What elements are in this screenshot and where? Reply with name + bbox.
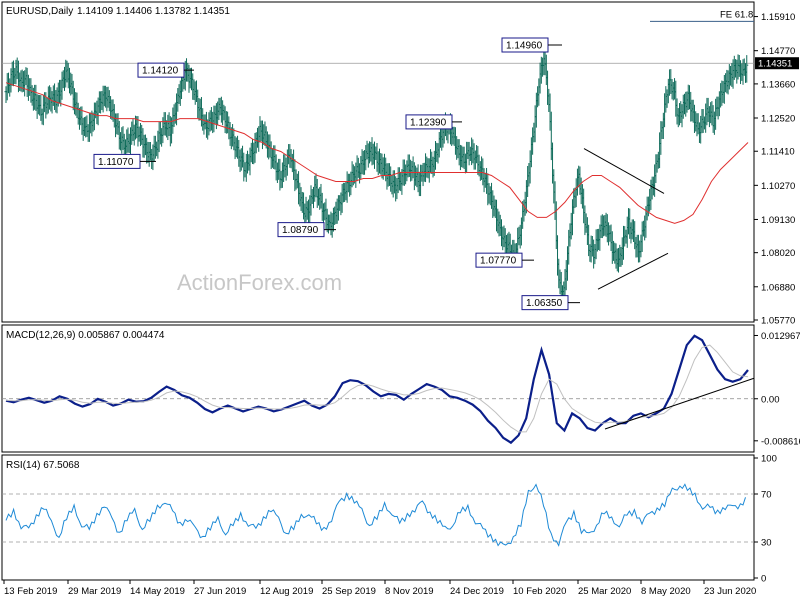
- chart-header-symbol: EURUSD,Daily: [6, 6, 73, 17]
- trendline-lower: [597, 252, 669, 290]
- macd-tick-label: -0.008616: [761, 436, 800, 447]
- svg-text:1.06350: 1.06350: [526, 298, 563, 309]
- x-tick-label: 12 Aug 2019: [260, 586, 313, 597]
- rsi-tick-label: 70: [761, 490, 772, 501]
- macd-title: MACD(12,26,9) 0.005867 0.004474: [6, 330, 165, 341]
- level-annotation: 1.06350: [521, 295, 580, 311]
- macd-panel-frame: [1, 324, 755, 453]
- svg-text:1.14120: 1.14120: [142, 66, 179, 77]
- x-tick-label: 23 Jun 2020: [704, 586, 756, 597]
- level-annotation: 1.14120: [137, 62, 194, 78]
- price-tick-label: 1.09130: [761, 215, 795, 226]
- x-tick-label: 8 Nov 2019: [385, 586, 434, 597]
- x-tick-label: 25 Sep 2019: [322, 586, 376, 597]
- price-bar: [745, 55, 749, 83]
- price-tick-label: 1.14770: [761, 46, 795, 57]
- fe-label: FE 61.8: [720, 9, 753, 20]
- x-tick-label: 13 Feb 2019: [4, 586, 57, 597]
- last-price-badge: [755, 57, 799, 70]
- macd-tick-label: 0.012967: [761, 331, 800, 342]
- macd-tick-label: 0.00: [761, 394, 780, 405]
- price-tick-label: 1.15910: [761, 12, 795, 23]
- macd-signal-line: [5, 344, 749, 433]
- price-tick-label: 1.05770: [761, 316, 795, 327]
- level-annotation: 1.11070: [93, 153, 156, 169]
- rsi-line: [5, 483, 746, 547]
- price-tick-label: 1.12520: [761, 114, 795, 125]
- level-annotation: 1.08790: [277, 222, 336, 238]
- rsi-tick-label: 100: [761, 454, 777, 465]
- x-tick-label: 29 Mar 2019: [68, 586, 121, 597]
- x-tick-label: 8 May 2020: [641, 586, 691, 597]
- macd-line: [5, 334, 749, 445]
- x-tick-label: 24 Dec 2019: [450, 586, 504, 597]
- x-tick-label: 10 Feb 2020: [513, 586, 566, 597]
- level-annotation: 1.12390: [405, 114, 462, 130]
- price-tick-label: 1.13660: [761, 79, 795, 90]
- price-tick-label: 1.08020: [761, 248, 795, 259]
- sma-line: [5, 82, 749, 224]
- level-annotation: 1.14960: [501, 37, 562, 53]
- x-tick-label: 27 Jun 2019: [194, 586, 246, 597]
- level-annotation: 1.07770: [475, 252, 534, 268]
- svg-text:1.07770: 1.07770: [480, 256, 517, 267]
- price-tick-label: 1.06880: [761, 282, 795, 293]
- svg-text:1.11070: 1.11070: [98, 157, 134, 168]
- watermark: ActionForex.com: [177, 270, 342, 295]
- x-tick-label: 14 May 2019: [130, 586, 185, 597]
- svg-text:1.08790: 1.08790: [282, 225, 319, 236]
- svg-text:1.12390: 1.12390: [410, 117, 447, 128]
- last-price-label: 1.14351: [758, 59, 792, 70]
- price-tick-label: 1.11410: [761, 147, 795, 158]
- rsi-tick-label: 0: [761, 574, 766, 585]
- rsi-title: RSI(14) 67.5068: [6, 460, 80, 471]
- price-tick-label: 1.10270: [761, 181, 795, 192]
- rsi-tick-label: 30: [761, 538, 772, 549]
- chart-header-ohlc: 1.14109 1.14406 1.13782 1.14351: [77, 6, 230, 17]
- trendline-upper: [583, 148, 665, 194]
- macd-trendline: [604, 377, 755, 430]
- svg-text:1.14960: 1.14960: [506, 40, 543, 51]
- x-tick-label: 25 Mar 2020: [578, 586, 631, 597]
